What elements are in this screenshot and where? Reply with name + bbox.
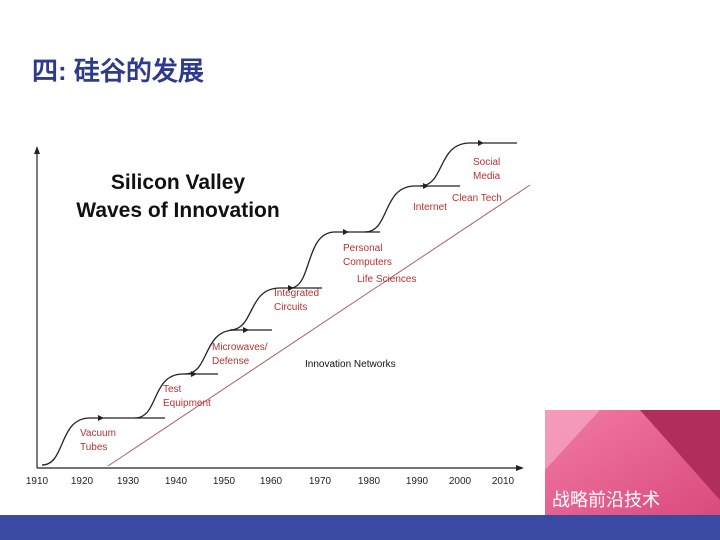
wave <box>229 287 322 331</box>
x-label: 1940 <box>165 476 188 487</box>
wave-label: Internet <box>413 202 447 213</box>
x-label: 2000 <box>449 476 472 487</box>
wave-label: Clean Tech <box>452 193 502 204</box>
x-arrow <box>516 465 524 471</box>
wave-label: Computers <box>343 257 392 268</box>
x-label: 1910 <box>26 476 49 487</box>
x-label: 1990 <box>406 476 429 487</box>
wave <box>134 373 218 419</box>
wave-label: Test <box>163 384 182 395</box>
dark-triangle <box>640 410 720 500</box>
wave-arrow <box>423 183 429 189</box>
x-label: 1920 <box>71 476 94 487</box>
wave-label: Circuits <box>274 302 307 313</box>
decor <box>0 410 720 540</box>
wave-label: Social <box>473 157 500 168</box>
x-label: 1980 <box>358 476 381 487</box>
x-label: 1950 <box>213 476 236 487</box>
wave-label: Media <box>473 171 501 182</box>
wave-arrow <box>243 327 249 333</box>
x-label: 1960 <box>260 476 283 487</box>
wave <box>419 142 517 187</box>
wave-label: Integrated <box>274 288 319 299</box>
wave-label: Personal <box>343 243 382 254</box>
x-label: 2010 <box>492 476 515 487</box>
wave-label: Vacuum <box>80 428 116 439</box>
light-triangle <box>545 410 600 470</box>
y-arrow <box>34 146 40 154</box>
diagram-title: Silicon Valley <box>111 171 246 194</box>
wave-label: Microwaves/ <box>212 342 268 353</box>
bottom-band <box>0 515 720 540</box>
network-label: Innovation Networks <box>305 359 396 370</box>
x-label: 1970 <box>309 476 332 487</box>
wave-label: Equipment <box>163 398 211 409</box>
wave <box>41 417 165 466</box>
wave-label: Tubes <box>80 442 107 453</box>
network-line <box>107 184 531 467</box>
axes <box>36 150 520 469</box>
watermark: 战略前沿技术 <box>552 490 660 510</box>
wave-label: Life Sciences <box>357 274 416 285</box>
wave <box>364 185 460 233</box>
wave-label: Defense <box>212 356 250 367</box>
diagram-title: Waves of Innovation <box>76 199 279 222</box>
wave-arrow <box>478 140 484 146</box>
wave <box>289 231 380 289</box>
wave-arrow <box>98 415 104 421</box>
wave-arrow <box>343 229 349 235</box>
x-label: 1930 <box>117 476 140 487</box>
slide-title: 四: 硅谷的发展 <box>32 56 204 86</box>
